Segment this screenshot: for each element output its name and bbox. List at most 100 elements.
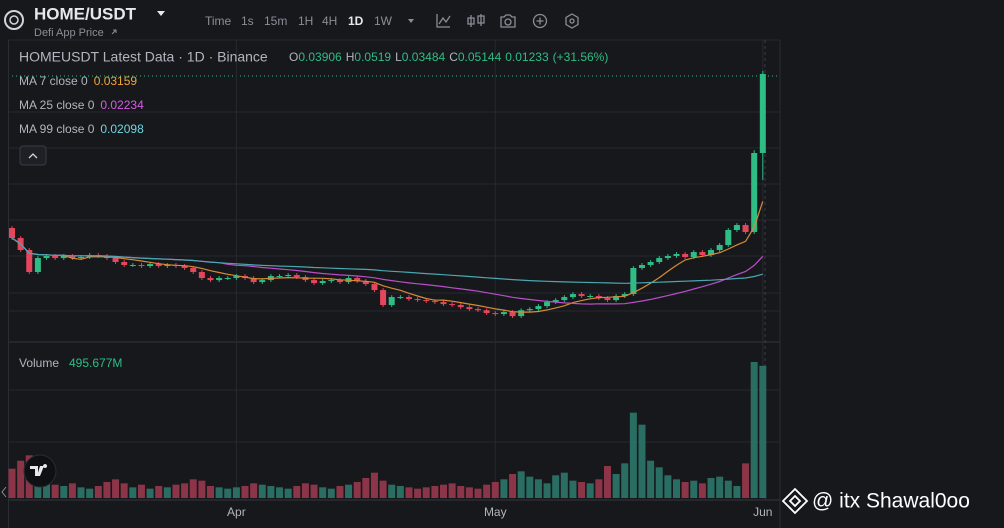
candle-body — [405, 297, 412, 300]
candle-body — [319, 281, 326, 284]
collapse-icon — [28, 153, 38, 159]
add-icon-plus — [536, 17, 544, 25]
candle-body — [518, 310, 525, 317]
ohlc-legend: O0.03906 H0.0519 L0.03484 C0.05144 0.01233 (+… — [289, 50, 608, 64]
candle-body — [569, 294, 576, 298]
candle-body — [216, 278, 223, 281]
timeframe-dropdown[interactable] — [408, 19, 414, 23]
volume-bar — [733, 486, 741, 498]
change-pct: (+31.56%) — [553, 50, 609, 64]
volume-bar — [647, 460, 655, 498]
pair-title[interactable]: HOME/USDT — [34, 4, 137, 23]
ma-line — [11, 237, 763, 284]
scroll-left-icon[interactable] — [1, 486, 7, 498]
volume-bar — [129, 487, 137, 498]
volume-bar — [60, 486, 68, 498]
volume-bar — [276, 487, 284, 498]
ohlc-value: 0.0519 — [354, 50, 391, 64]
watermark-diamond — [781, 487, 809, 515]
candle-body — [630, 267, 637, 295]
timeframe[interactable]: 1D — [348, 14, 364, 28]
candle-body — [682, 254, 689, 258]
timeframe[interactable]: 1W — [374, 14, 393, 28]
candle-body — [155, 264, 162, 267]
volume-bar — [353, 482, 361, 498]
ma-value: 0.02098 — [100, 122, 144, 136]
volume-bar — [388, 484, 396, 498]
volume-bar — [578, 482, 586, 498]
candle-body — [397, 297, 404, 299]
volume-bar — [137, 484, 145, 498]
timeframe[interactable]: 4H — [322, 14, 337, 28]
collapse-legend-button[interactable] — [19, 145, 47, 166]
token-logo — [4, 10, 24, 30]
volume-bar — [724, 480, 732, 498]
volume-bar — [457, 486, 465, 498]
volume-bar — [405, 487, 413, 498]
candle-body — [552, 300, 559, 303]
ma-value: 0.02234 — [100, 98, 144, 112]
ohlc-label: O — [289, 50, 298, 64]
ohlc-label: L — [395, 50, 402, 64]
volume-bar — [51, 484, 59, 498]
volume-bar — [474, 488, 482, 498]
volume-bar — [258, 484, 266, 498]
grid — [9, 39, 781, 528]
screenshot-icon-lens — [504, 18, 512, 26]
ma-name: MA 99 close 0 — [19, 122, 95, 136]
timeframe[interactable]: 1s — [241, 14, 254, 28]
volume-bar — [215, 487, 223, 498]
timeframe[interactable]: 15m — [264, 14, 287, 28]
candle-body — [604, 298, 611, 301]
volume-bar — [396, 486, 404, 498]
volume-title: Volume — [19, 356, 59, 370]
volume-bar — [232, 487, 240, 498]
x-tick-label: Jun — [753, 505, 772, 519]
indicator-icon[interactable] — [436, 14, 451, 28]
candle-body — [664, 255, 671, 259]
timeframe[interactable]: 1H — [298, 14, 313, 28]
volume-bar — [534, 479, 542, 498]
candle-body — [690, 252, 697, 258]
volume-bar — [224, 488, 232, 498]
candle-body — [475, 309, 482, 311]
candle-body — [414, 299, 421, 301]
screenshot-icon[interactable] — [500, 14, 516, 28]
add-icon[interactable] — [532, 13, 548, 29]
volume-bar — [698, 483, 706, 498]
candle-body — [233, 276, 240, 279]
candle-body — [449, 304, 456, 306]
candle-body — [725, 230, 732, 246]
candle-body — [276, 276, 283, 278]
volume-bar — [603, 466, 611, 498]
candle-body — [708, 249, 715, 256]
settings-icon[interactable] — [565, 13, 579, 29]
candle-body — [328, 280, 335, 282]
candle-body — [26, 249, 33, 273]
volume-bar — [17, 460, 25, 498]
external-link-icon[interactable] — [111, 29, 117, 35]
volume-bar — [612, 474, 620, 498]
timeframe[interactable]: Time — [205, 14, 232, 28]
ma-value: 0.03159 — [94, 74, 138, 88]
candle-body — [647, 261, 654, 265]
chart-type-icon[interactable] — [467, 14, 485, 27]
pair-dropdown[interactable] — [157, 11, 165, 16]
candle-body — [164, 264, 171, 267]
candle-body — [112, 258, 119, 262]
candle-body — [34, 258, 41, 273]
candle-body — [78, 257, 85, 259]
volume-bar — [690, 480, 698, 498]
volume-bar — [431, 486, 439, 498]
volume-bar — [120, 483, 128, 498]
volume-bar — [94, 486, 102, 498]
candle-body — [380, 290, 387, 306]
volume-bar — [163, 487, 171, 498]
volume-bar — [86, 488, 94, 498]
volume-bar — [716, 476, 724, 498]
candle-body — [578, 294, 585, 297]
volume-bar — [500, 479, 508, 498]
pair-subtitle[interactable]: Defi App Price — [34, 27, 104, 39]
